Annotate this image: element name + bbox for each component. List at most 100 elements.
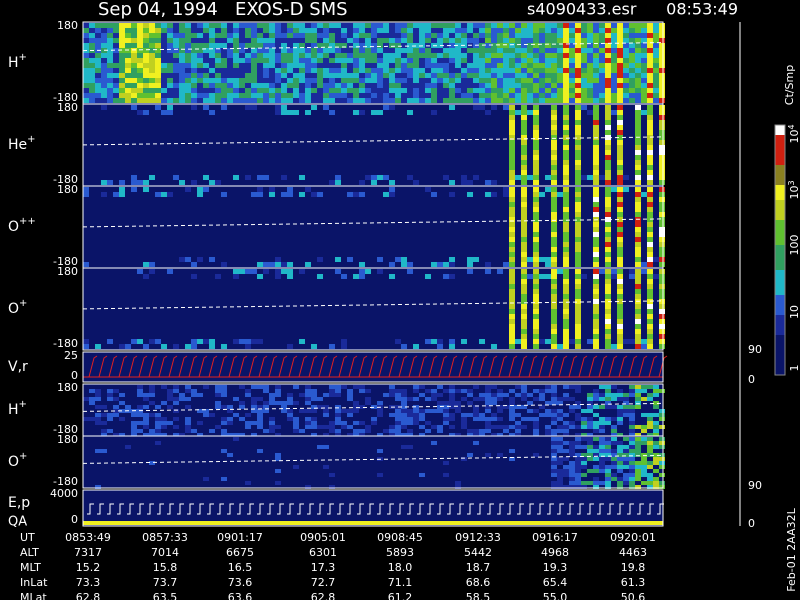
cell <box>647 98 653 103</box>
cell <box>533 28 539 33</box>
cell <box>635 105 641 110</box>
cell <box>377 43 383 48</box>
cell <box>395 23 401 28</box>
cell <box>263 43 269 48</box>
cell <box>125 93 131 98</box>
cell <box>659 170 665 175</box>
cell <box>269 421 275 425</box>
cell <box>473 53 479 58</box>
cell <box>599 449 605 453</box>
cell <box>131 33 137 38</box>
cell <box>395 73 401 78</box>
cell <box>221 73 227 78</box>
cell <box>659 38 665 43</box>
cell <box>149 48 155 53</box>
cell <box>95 38 101 43</box>
cell <box>305 417 311 421</box>
cell <box>269 53 275 58</box>
cell <box>581 457 587 461</box>
cell-value: 0916:17 <box>532 531 578 544</box>
cell <box>599 429 605 433</box>
cell <box>593 180 599 185</box>
cell <box>617 165 623 170</box>
cell <box>335 53 341 58</box>
cell <box>287 417 293 421</box>
cell <box>563 247 569 252</box>
cell <box>551 130 557 135</box>
cell <box>389 385 395 389</box>
cell <box>497 43 503 48</box>
cell <box>659 473 665 477</box>
cell <box>449 433 455 437</box>
cell <box>287 28 293 33</box>
cell <box>491 425 497 429</box>
cell <box>509 73 515 78</box>
cell <box>239 68 245 73</box>
cell <box>509 48 515 53</box>
cell <box>539 33 545 38</box>
cell <box>143 63 149 68</box>
cell <box>191 262 197 267</box>
cell <box>545 389 551 393</box>
vector <box>558 355 568 378</box>
cell <box>569 48 575 53</box>
vector <box>288 355 298 378</box>
cell <box>521 53 527 58</box>
cell <box>521 269 527 274</box>
cell <box>563 145 569 150</box>
cell <box>95 28 101 33</box>
cell <box>365 53 371 58</box>
cell <box>155 405 161 409</box>
cell <box>569 409 575 413</box>
cell <box>281 269 287 274</box>
cell <box>653 68 659 73</box>
cell <box>473 63 479 68</box>
cell <box>251 83 257 88</box>
cell <box>647 274 653 279</box>
cell <box>605 242 611 247</box>
cell <box>647 120 653 125</box>
cell <box>563 334 569 339</box>
cell <box>257 405 263 409</box>
cell <box>461 389 467 393</box>
cell <box>509 202 515 207</box>
cell <box>275 453 281 457</box>
cell <box>401 262 407 267</box>
cell <box>155 105 161 110</box>
cell <box>593 160 599 165</box>
cell <box>173 23 179 28</box>
cell <box>257 187 263 192</box>
cell <box>143 83 149 88</box>
cell <box>521 197 527 202</box>
cell <box>251 421 257 425</box>
cell <box>191 88 197 93</box>
cell <box>377 48 383 53</box>
cell <box>389 425 395 429</box>
cell <box>599 73 605 78</box>
cell <box>599 38 605 43</box>
cell <box>617 28 623 33</box>
cell <box>377 63 383 68</box>
cell <box>659 150 665 155</box>
cell <box>95 68 101 73</box>
cell <box>251 28 257 33</box>
cell <box>593 73 599 78</box>
cell <box>521 217 527 222</box>
cell <box>281 78 287 83</box>
cell <box>113 397 119 401</box>
vector <box>268 355 278 378</box>
cell <box>587 175 593 180</box>
cell <box>257 38 263 43</box>
cell <box>137 58 143 63</box>
cell <box>401 33 407 38</box>
cell <box>575 437 581 441</box>
cell <box>107 28 113 33</box>
cell <box>629 269 635 274</box>
cell <box>509 38 515 43</box>
cell <box>623 23 629 28</box>
cell <box>605 274 611 279</box>
cell <box>431 339 437 344</box>
cell <box>641 63 647 68</box>
cell <box>611 465 617 469</box>
cell <box>623 28 629 33</box>
